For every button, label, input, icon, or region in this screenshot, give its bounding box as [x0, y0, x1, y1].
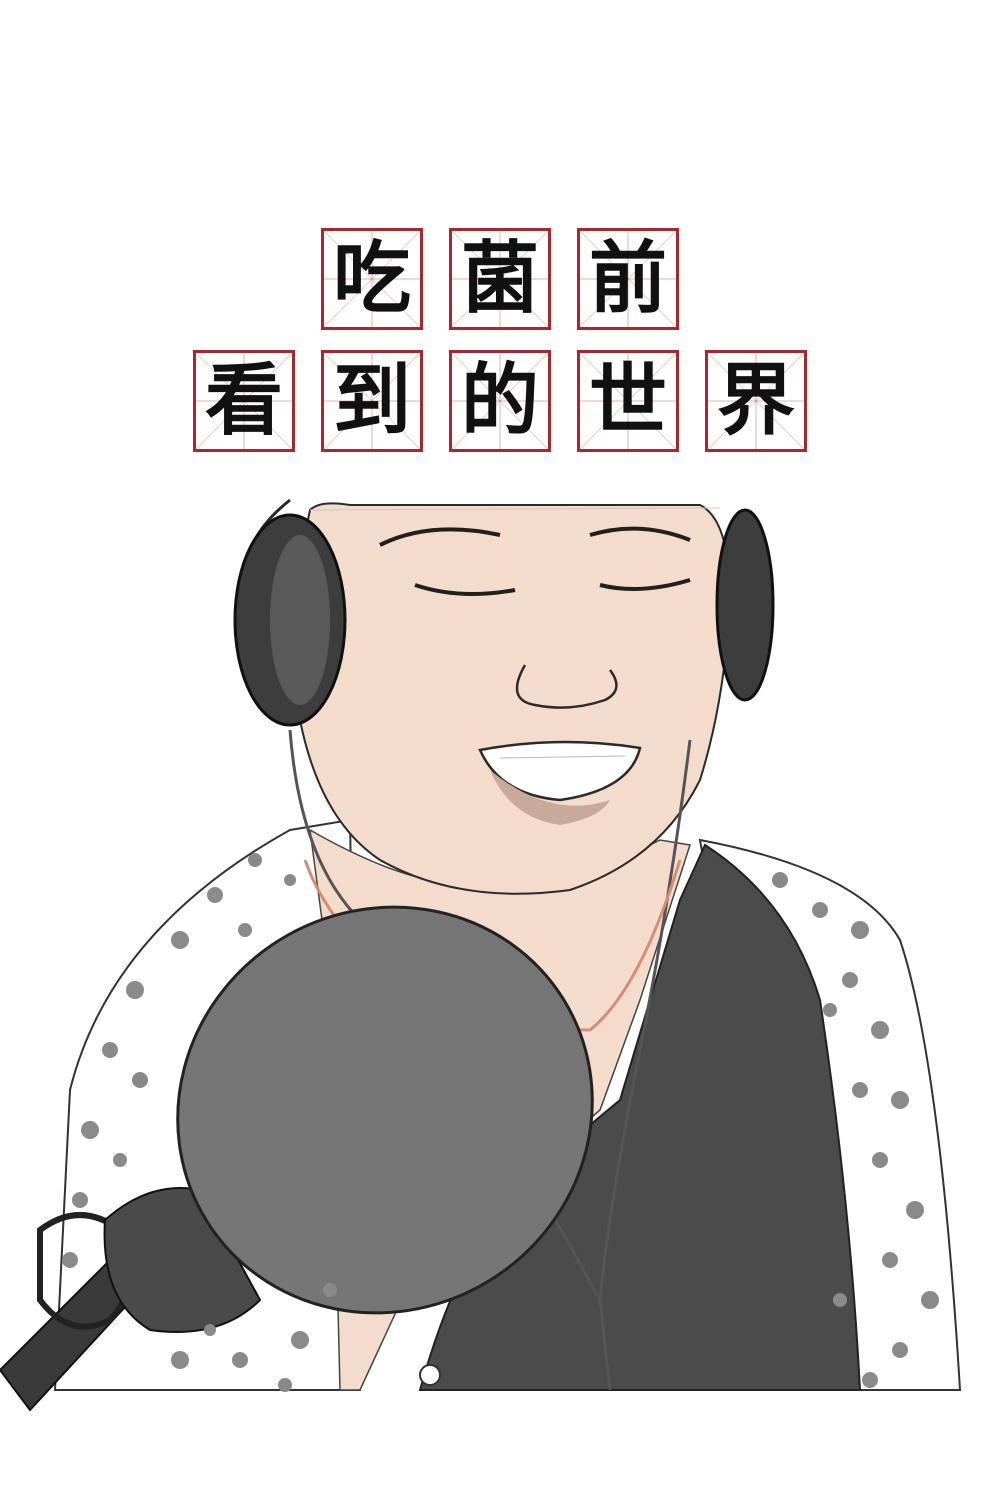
title-char: 界	[716, 355, 795, 446]
title-char: 到	[332, 355, 411, 446]
title-char-box: 到	[321, 350, 423, 452]
cable-right	[598, 739, 692, 1301]
microphone-icon	[176, 905, 594, 1315]
title-char-box: 吃	[321, 228, 423, 330]
title-char-box: 世	[577, 350, 679, 452]
nose	[515, 664, 618, 709]
title-char: 前	[588, 233, 667, 324]
title-line-1: 吃 菌 前	[0, 228, 1000, 330]
right-eye	[599, 578, 691, 591]
left-eyebrow	[379, 527, 501, 547]
lower-lip	[490, 770, 610, 825]
title-char: 的	[460, 355, 539, 446]
headphone-right-icon	[715, 508, 775, 702]
title-char: 吃	[332, 233, 411, 324]
title-char-box: 的	[449, 350, 551, 452]
forehead-edge	[309, 507, 721, 511]
face	[295, 502, 732, 895]
title-block: 吃 菌 前 看 到 的 世 界	[0, 228, 1000, 452]
title-char: 世	[588, 355, 667, 446]
title-char-box: 菌	[449, 228, 551, 330]
title-line-2: 看 到 的 世 界	[0, 350, 1000, 452]
title-char-box: 界	[705, 350, 807, 452]
headphone-left-pad	[270, 535, 330, 705]
blouse-dots	[62, 853, 939, 1392]
title-char-box: 看	[193, 350, 295, 452]
right-eyebrow	[589, 526, 691, 542]
title-char: 菌	[460, 233, 539, 324]
left-eye	[414, 583, 516, 596]
teeth-line	[499, 755, 626, 759]
title-char-box: 前	[577, 228, 679, 330]
shirt-button	[419, 1364, 441, 1386]
title-char: 看	[204, 355, 283, 446]
